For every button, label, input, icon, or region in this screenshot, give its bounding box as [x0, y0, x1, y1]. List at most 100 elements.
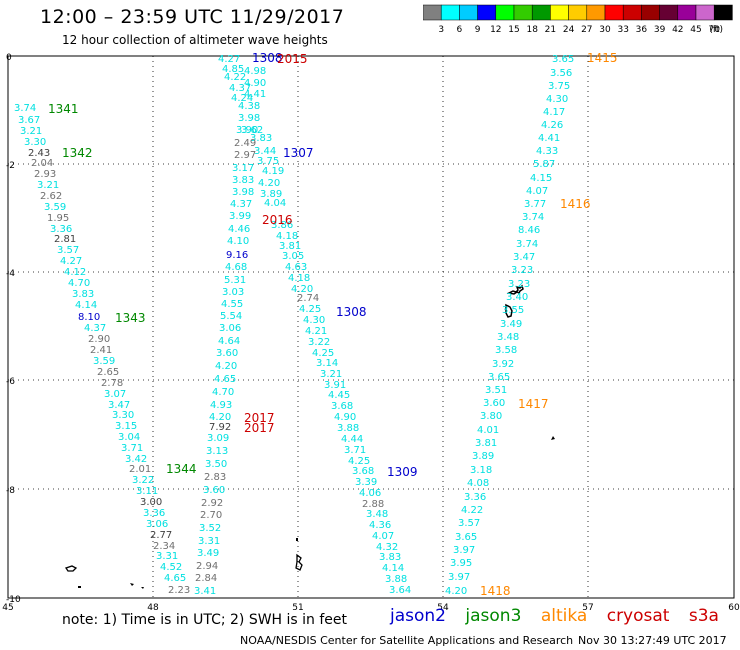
- swh-value: 3.31: [156, 551, 178, 562]
- swh-value: 4.07: [372, 531, 394, 542]
- swh-value: 3.86: [271, 220, 293, 231]
- swh-value: 2.81: [54, 234, 76, 245]
- colorbar-tick-label: 27: [581, 25, 592, 34]
- swh-value: 4.18: [288, 273, 310, 284]
- colorbar-tick-label: 33: [617, 25, 628, 34]
- island-shape: [295, 553, 303, 571]
- swh-value: 3.65: [455, 532, 477, 543]
- x-tick-label: 60: [728, 603, 740, 610]
- legend-jason2: jason2: [390, 606, 446, 626]
- swh-value: 4.10: [227, 236, 249, 247]
- swh-value: 4.14: [382, 563, 404, 574]
- swh-value: 3.40: [506, 292, 528, 303]
- swh-value: 3.60: [203, 485, 225, 496]
- swh-value: 4.07: [526, 186, 548, 197]
- swh-value: 3.83: [250, 133, 272, 144]
- colorbar-tick-label: 6: [457, 25, 463, 34]
- swh-value: 3.47: [108, 400, 130, 411]
- swh-value: 4.70: [68, 278, 90, 289]
- swh-value: 4.27: [218, 54, 240, 65]
- swh-value: 3.57: [458, 518, 480, 529]
- swh-value: 4.12: [64, 267, 86, 278]
- swh-value: 4.25: [312, 348, 334, 359]
- island-shape: [506, 284, 524, 295]
- swh-value: 4.36: [369, 520, 391, 531]
- swh-value: 3.81: [279, 241, 301, 252]
- swh-value: 4.04: [264, 198, 286, 209]
- y-tick-label: -8: [6, 486, 15, 496]
- colorbar-tick-label: 70: [708, 25, 720, 34]
- pass-number: 1308: [336, 305, 367, 319]
- colorbar-tick-label: 30: [599, 25, 611, 34]
- swh-value: 3.11: [136, 486, 158, 497]
- pass-number: 2017: [244, 411, 275, 425]
- swh-value: 2.74: [297, 293, 319, 304]
- pass-number: 1342: [62, 146, 93, 160]
- swh-value: 4.41: [538, 133, 560, 144]
- generation-timestamp: Nov 30 13:27:49 UTC 2017: [578, 634, 727, 647]
- swh-value: 4.22: [461, 505, 483, 516]
- swh-value: 3.95: [450, 558, 472, 569]
- swh-value: 4.20: [209, 412, 231, 423]
- swh-value: 4.90: [334, 412, 356, 423]
- colorbar-tick-label: 36: [636, 25, 648, 34]
- pass-number: 2017: [244, 421, 275, 435]
- pass-number: 1417: [518, 397, 549, 411]
- swh-value: 4.15: [530, 173, 552, 184]
- swh-value: 3.74: [522, 212, 544, 223]
- pass-number: 1343: [115, 311, 146, 325]
- swh-value: 4.38: [238, 101, 260, 112]
- swh-value: 4.18: [276, 231, 298, 242]
- swh-value: 2.78: [101, 378, 123, 389]
- swh-value: 4.64: [218, 336, 240, 347]
- swh-value: 3.68: [331, 401, 353, 412]
- swh-value: 3.90: [236, 125, 258, 136]
- swh-value: 3.22: [132, 475, 154, 486]
- x-tick-label: 54: [437, 603, 449, 610]
- swh-value: 3.75: [548, 81, 570, 92]
- swh-value: 4.70: [212, 387, 234, 398]
- legend-cryosat: cryosat: [606, 606, 670, 626]
- pass-number: 1344: [166, 462, 197, 476]
- y-tick-label: -2: [6, 161, 15, 171]
- swh-value: 3.83: [72, 289, 94, 300]
- swh-value: 3.15: [115, 421, 137, 432]
- swh-value: 4.19: [262, 166, 284, 177]
- swh-value: 3.00: [140, 497, 162, 508]
- swh-value: 3.31: [198, 536, 220, 547]
- swh-value: 2.90: [88, 334, 110, 345]
- swh-value: 5.87: [533, 159, 555, 170]
- swh-value: 3.47: [513, 252, 535, 263]
- swh-value: 2.83: [204, 472, 226, 483]
- swh-value: 3.67: [18, 115, 40, 126]
- swh-value: 3.88: [337, 423, 359, 434]
- swh-value: 5.31: [224, 275, 246, 286]
- swh-value: 4.25: [299, 304, 321, 315]
- pass-number: 1418: [480, 584, 511, 598]
- colorbar-tick-label: 21: [545, 25, 556, 34]
- pass-number: 1415: [587, 51, 618, 65]
- colorbar-swatch: [713, 4, 733, 21]
- swh-value: 3.42: [125, 454, 147, 465]
- swh-value: 4.20: [215, 361, 237, 372]
- x-tick-label: 51: [292, 603, 303, 610]
- swh-value: 3.41: [194, 586, 216, 597]
- swh-value: 4.32: [376, 542, 398, 553]
- swh-value: 4.24: [231, 93, 253, 104]
- map-subtitle: 12 hour collection of altimeter wave hei…: [62, 33, 328, 47]
- swh-value: 4.14: [75, 300, 97, 311]
- colorbar-tick-label: 15: [508, 25, 519, 34]
- swh-value: 4.20: [258, 178, 280, 189]
- swh-value: 3.99: [229, 211, 251, 222]
- swh-value: 2.92: [201, 498, 223, 509]
- swh-value: 3.36: [50, 224, 72, 235]
- swh-value: 3.44: [254, 146, 276, 157]
- colorbar-tick-label: 18: [526, 25, 538, 34]
- swh-value: 7.92: [209, 422, 231, 433]
- swh-value: 2.41: [90, 345, 112, 356]
- island-shape: [141, 587, 144, 589]
- swh-value: 2.93: [34, 169, 56, 180]
- pass-number: 1309: [387, 465, 418, 479]
- swh-value: 4.98: [244, 66, 266, 77]
- colorbar: 3 6 9 12 15 18 21 24 27 30 33 36 39 42 45 70(ft): [423, 4, 733, 34]
